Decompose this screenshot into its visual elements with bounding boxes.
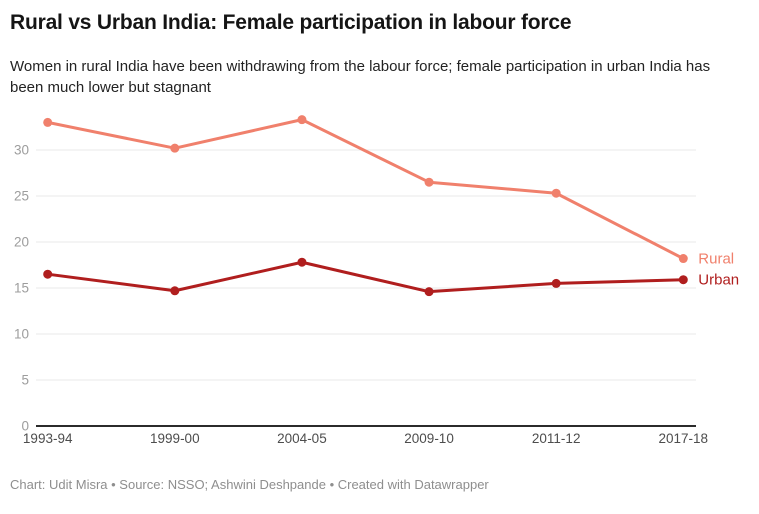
y-tick-label: 0 — [21, 419, 29, 434]
data-point-urban — [297, 257, 307, 267]
y-tick-label: 5 — [21, 373, 29, 388]
x-tick-label: 2004-05 — [277, 431, 327, 446]
x-tick-label: 2009-10 — [404, 431, 454, 446]
y-tick-label: 10 — [14, 327, 29, 342]
data-point-rural — [297, 115, 307, 125]
line-chart: 0 5 10 15 20 25 30 1993-94 1999-00 2004-05 2009-10… — [14, 115, 739, 446]
data-point-rural — [551, 188, 561, 198]
data-point-urban — [678, 275, 688, 285]
data-point-urban — [43, 269, 53, 279]
x-tick-label: 1993-94 — [23, 431, 73, 446]
series-line-urban — [46, 260, 685, 294]
chart-subtitle: Women in rural India have been withdrawi… — [10, 58, 711, 96]
data-point-rural — [424, 177, 434, 187]
data-point-urban — [424, 287, 434, 297]
data-point-rural — [43, 117, 53, 127]
y-tick-label: 30 — [14, 143, 29, 158]
x-tick-label: 1999-00 — [150, 431, 200, 446]
x-tick-label: 2011-12 — [532, 431, 581, 446]
series-label-urban: Urban — [698, 272, 739, 289]
x-tick-label: 2017-18 — [659, 431, 709, 446]
data-point-rural — [678, 254, 688, 264]
y-tick-label: 20 — [14, 235, 29, 250]
data-point-urban — [170, 286, 180, 296]
data-point-urban — [551, 278, 561, 288]
series-label-rural: Rural — [698, 251, 734, 268]
data-point-rural — [170, 143, 180, 153]
y-tick-label: 25 — [14, 189, 29, 204]
chart-attribution: Chart: Udit Misra • Source: NSSO; Ashwin… — [10, 477, 489, 492]
y-tick-label: 15 — [14, 281, 29, 296]
series-line-rural — [46, 118, 685, 261]
chart-title: Rural vs Urban India: Female participati… — [10, 11, 572, 34]
